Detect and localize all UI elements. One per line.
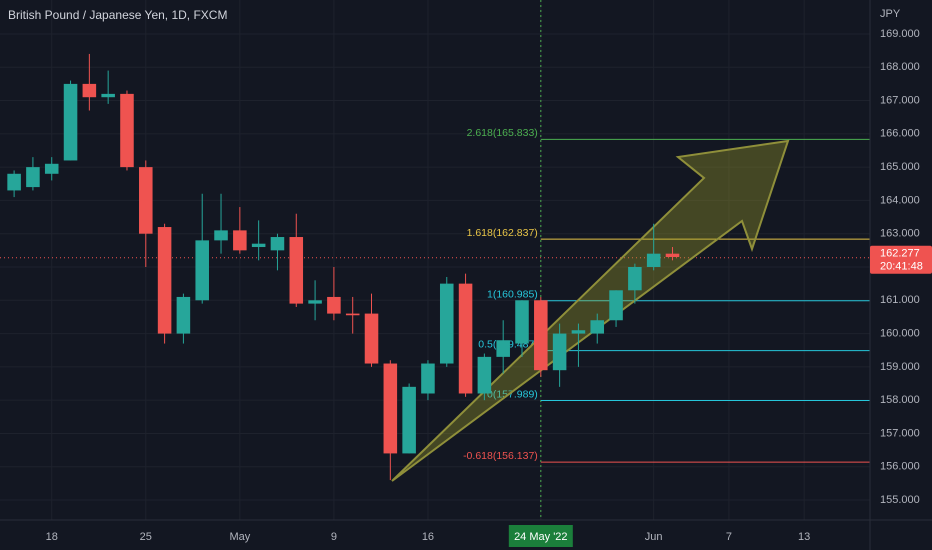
candle-body (646, 253, 661, 267)
x-tick-label: 24 May '22 (514, 531, 567, 543)
axes: 155.000 156.000 157.000 158.000 159.000 160.0… (46, 28, 932, 547)
candle-body (364, 313, 379, 364)
candle-body (496, 340, 510, 357)
candles (7, 53, 680, 481)
fib-levels: 2.618(165.833)1.618(162.837)1(160.985)0.… (463, 127, 870, 463)
y-tick-label: 168.000 (880, 61, 920, 73)
y-tick-label: 155.000 (880, 494, 920, 506)
x-tick-label: May (229, 531, 250, 543)
countdown-label: 20:41:48 (880, 261, 923, 273)
y-tick-label: 163.000 (880, 228, 920, 240)
y-tick-label: 167.000 (880, 94, 920, 106)
fib-label: 0(157.989) (487, 388, 538, 400)
y-tick-label: 157.000 (880, 427, 920, 439)
fib-label: 2.618(165.833) (467, 127, 538, 139)
fib-label: -0.618(156.137) (463, 450, 538, 462)
candle-body (26, 167, 40, 188)
candle-body (439, 283, 454, 364)
y-tick-label: 158.000 (880, 394, 920, 406)
x-tick-label: 7 (726, 531, 732, 543)
candle-body (327, 296, 341, 314)
y-tick-label: 164.000 (880, 194, 920, 206)
candle-body (7, 173, 21, 191)
chart-title: British Pound / Japanese Yen, 1D, FXCM (8, 8, 227, 22)
x-tick-label: 25 (140, 531, 152, 543)
candle-body (101, 93, 115, 98)
x-tick-label: Jun (645, 531, 663, 543)
y-tick-label: 159.000 (880, 361, 920, 373)
highlight-box (508, 525, 573, 547)
candle-body (458, 283, 473, 394)
candle-body (251, 243, 266, 248)
candle-body (214, 230, 228, 241)
candle-body (590, 320, 605, 334)
candle-body (609, 290, 623, 321)
x-tick-label: 13 (798, 531, 810, 543)
candle-body (628, 266, 642, 291)
candle-body (176, 296, 191, 334)
candle-body (120, 93, 134, 168)
candle-body (44, 163, 59, 174)
y-tick-label: 169.000 (880, 28, 920, 40)
last-price-box (870, 245, 932, 274)
candle-body (63, 83, 78, 161)
x-tick-label: 18 (46, 531, 58, 543)
candle-body (402, 386, 416, 454)
candle-body (383, 363, 398, 454)
candle-body (534, 300, 548, 371)
last-price-label: 162.277 (880, 248, 920, 260)
x-tick-label: 16 (422, 531, 434, 543)
y-tick-label: 156.000 (880, 461, 920, 473)
candle-body (157, 227, 172, 334)
y-tick-label: 160.000 (880, 327, 920, 339)
fib-label: 1.618(162.837) (467, 227, 538, 239)
y-tick-label: 161.000 (880, 294, 920, 306)
fib-label: 1(160.985) (487, 289, 538, 301)
candle-body (345, 313, 360, 316)
candle-body (308, 300, 322, 304)
candle-body (515, 300, 529, 344)
candle-body (139, 167, 153, 234)
candle-body (421, 363, 435, 394)
y-tick-label: 166.000 (880, 128, 920, 140)
candle-body (477, 356, 492, 394)
candle-body (195, 240, 209, 301)
candle-body (571, 330, 586, 334)
candle-body (233, 230, 247, 251)
candle-body (82, 83, 97, 98)
x-tick-label: 9 (331, 531, 337, 543)
arrow-drawing (391, 139, 790, 482)
candle-body (665, 253, 680, 258)
candle-body (270, 237, 285, 251)
y-unit: JPY (880, 8, 901, 20)
y-tick-label: 165.000 (880, 161, 920, 173)
candle-body (552, 333, 567, 371)
candle-body (289, 237, 304, 304)
